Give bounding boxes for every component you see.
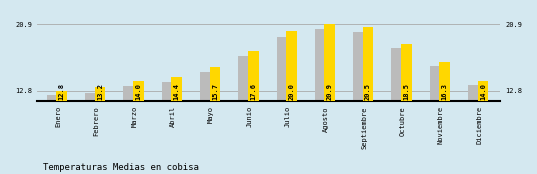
Text: 14.4: 14.4 (173, 83, 179, 100)
Bar (171, 77, 182, 101)
Bar (391, 48, 402, 101)
Bar (362, 27, 373, 101)
Text: 15.7: 15.7 (212, 83, 218, 100)
Bar (162, 82, 172, 101)
Text: 13.2: 13.2 (97, 83, 103, 100)
Bar (286, 31, 297, 101)
Bar (401, 44, 412, 101)
Bar (95, 87, 105, 101)
Text: 16.3: 16.3 (441, 83, 448, 100)
Bar (133, 81, 144, 101)
Text: 20.0: 20.0 (288, 83, 294, 100)
Text: 20.5: 20.5 (365, 83, 371, 100)
Text: 12.8: 12.8 (59, 83, 65, 100)
Bar (468, 85, 478, 101)
Bar (439, 62, 450, 101)
Bar (315, 29, 325, 101)
Bar (85, 93, 96, 101)
Text: 20.9: 20.9 (326, 83, 333, 100)
Bar (277, 37, 287, 101)
Bar (477, 81, 488, 101)
Bar (200, 72, 211, 101)
Bar (124, 86, 134, 101)
Bar (430, 66, 440, 101)
Text: 17.6: 17.6 (250, 83, 256, 100)
Bar (209, 67, 220, 101)
Bar (324, 24, 335, 101)
Text: 14.0: 14.0 (135, 83, 141, 100)
Bar (47, 95, 57, 101)
Text: 18.5: 18.5 (403, 83, 409, 100)
Text: Temperaturas Medias en cobisa: Temperaturas Medias en cobisa (43, 163, 199, 172)
Text: 14.0: 14.0 (480, 83, 486, 100)
Bar (238, 56, 249, 101)
Bar (353, 32, 364, 101)
Bar (248, 51, 258, 101)
Bar (56, 90, 67, 101)
